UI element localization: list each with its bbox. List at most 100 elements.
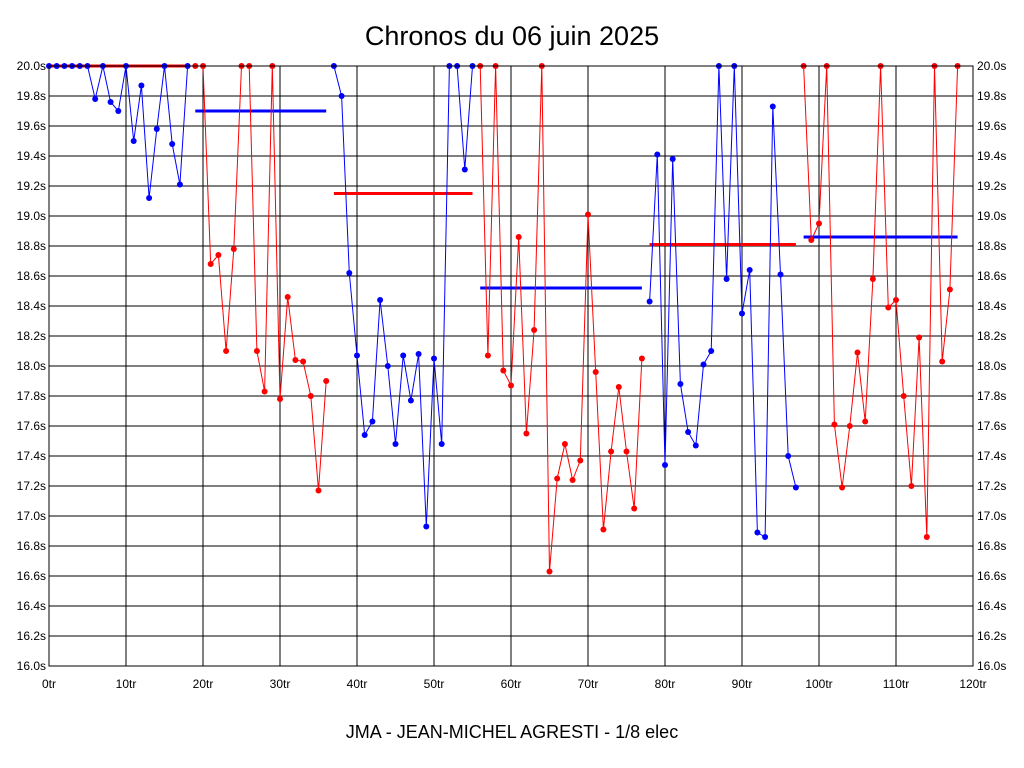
data-point [846,423,853,429]
data-point [277,396,283,402]
data-point [107,99,114,105]
y-tick-label-right: 16.4s [977,599,1006,613]
data-point [739,310,745,317]
series-run-1 [46,63,191,201]
data-point [839,484,846,491]
chart-footer: JMA - JEAN-MICHEL AGRESTI - 1/8 elec [346,722,678,742]
series-line [49,65,189,199]
series-line [333,65,473,527]
data-point [369,418,376,425]
y-tick-label-right: 18.8s [977,239,1006,253]
data-point [654,151,661,158]
plot-frame [48,65,974,667]
data-point [792,484,799,491]
series-run-3 [330,63,476,530]
y-tick-label-right: 19.0s [977,209,1006,223]
data-point [669,156,676,162]
data-point [146,195,153,201]
data-point [230,246,237,252]
y-tick-label-left: 18.8s [17,239,46,253]
data-point [531,327,538,333]
y-tick-label-left: 17.0s [17,509,46,523]
x-tick-label: 30tr [270,677,291,691]
y-tick-label-right: 19.2s [977,179,1006,193]
data-point [384,363,391,369]
y-tick-label-right: 17.0s [977,509,1006,523]
data-point [523,430,530,437]
y-tick-label-right: 18.6s [977,269,1006,283]
data-point [708,348,715,354]
y-tick-label-left: 16.6s [17,569,46,583]
y-tick-label-left: 18.4s [17,299,46,313]
data-point [908,483,915,489]
data-point [638,355,645,362]
data-point [508,382,514,389]
x-tick-label: 40tr [347,677,368,691]
series-run-5 [646,63,799,540]
x-tick-label: 50tr [424,677,445,691]
y-tick-label-right: 17.4s [977,449,1006,463]
data-point [777,271,784,278]
y-tick-label-right: 18.4s [977,299,1006,313]
data-point [169,141,176,147]
data-point [662,462,668,468]
data-point [808,237,815,243]
tick-labels: 20.0s 20.0s 19.8s 19.8s 19.6s 19.6s 19.4s 19.4s… [17,59,1007,691]
data-point [554,475,561,482]
y-tick-label-left: 20.0s [17,59,46,73]
x-tick-label: 0tr [42,677,56,691]
x-tick-label: 10tr [116,677,137,691]
data-point [569,477,576,483]
series-line [195,65,327,491]
chart-title: Chronos du 06 juin 2025 [365,21,659,51]
data-point [700,361,707,368]
data-point [600,526,607,533]
y-tick-label-left: 19.6s [17,119,46,133]
series-lines [46,63,961,575]
series-run-4 [477,63,645,575]
data-point [253,348,260,354]
y-tick-label-left: 16.4s [17,599,46,613]
y-tick-label-right: 18.0s [977,359,1006,373]
y-tick-label-right: 16.0s [977,659,1006,673]
data-point [762,534,769,540]
data-point [500,367,507,374]
y-tick-label-right: 20.0s [977,59,1006,73]
data-point [939,358,946,365]
data-point [346,270,353,276]
y-tick-label-right: 19.4s [977,149,1006,163]
data-point [361,432,368,438]
y-tick-label-right: 17.2s [977,479,1006,493]
series-run-2 [192,63,330,494]
data-point [685,429,692,435]
y-tick-label-left: 16.2s [17,629,46,643]
y-tick-label-right: 16.6s [977,569,1006,583]
data-point [484,352,491,359]
data-point [831,421,838,428]
data-point [423,523,430,530]
y-tick-label-left: 17.2s [17,479,46,493]
y-tick-label-left: 19.2s [17,179,46,193]
data-point [300,358,307,365]
data-point [261,388,268,395]
data-point [561,441,568,447]
y-tick-label-left: 17.6s [17,419,46,433]
y-tick-label-right: 19.8s [977,89,1006,103]
data-point [292,357,299,363]
data-point [946,286,953,293]
data-point [785,453,792,459]
y-tick-label-right: 17.6s [977,419,1006,433]
x-tick-label: 120tr [959,677,986,691]
data-point [885,304,892,311]
data-point [377,297,384,303]
y-tick-label-left: 17.8s [17,389,46,403]
y-tick-label-left: 19.4s [17,149,46,163]
data-point [692,442,699,449]
data-point [585,211,591,218]
data-point [338,93,345,99]
data-point [816,220,822,227]
data-point [723,276,730,282]
data-point [438,441,445,447]
